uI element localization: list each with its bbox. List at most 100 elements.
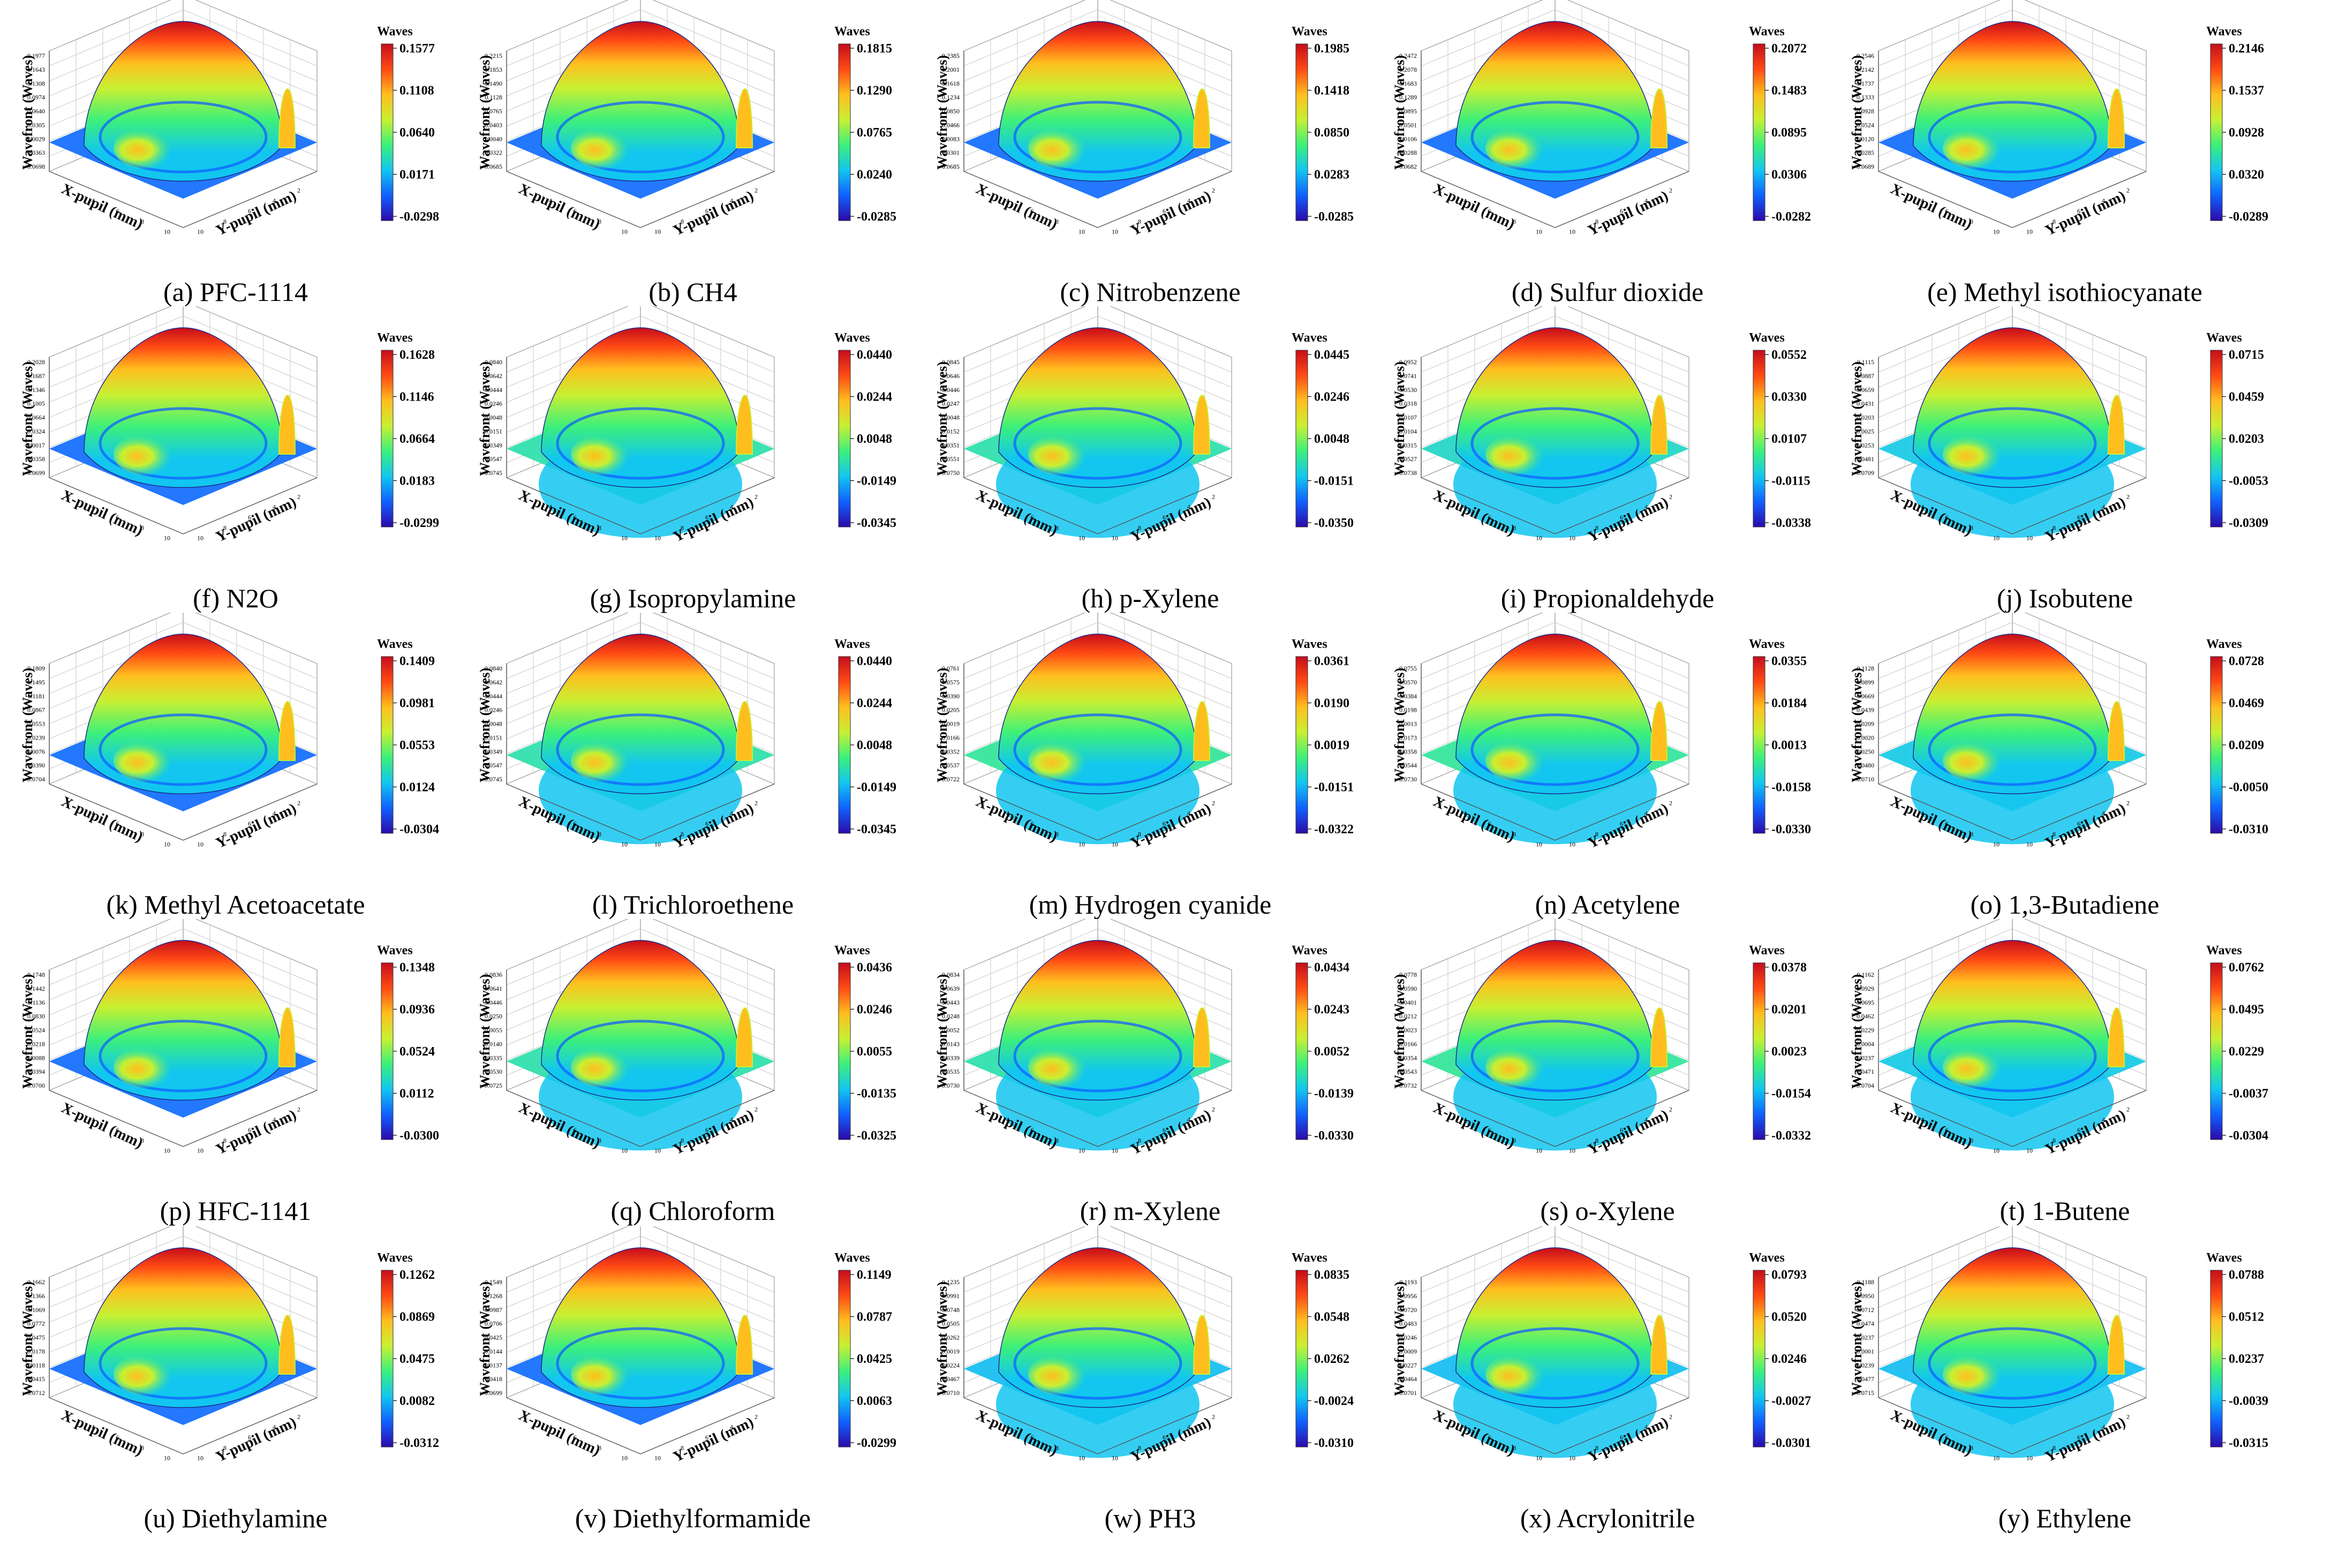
colorbar-tick-label: 0.1628	[399, 348, 435, 362]
z-tick-label: -0.0543	[1397, 1068, 1417, 1075]
z-tick-label: 0.1442	[27, 985, 45, 992]
surface-plot: 0.1748 0.1442 0.1136 0.0830 0.0524 0.0218 -0.0…	[20, 919, 439, 1158]
colorbar-tick-label: 0.0048	[857, 738, 892, 752]
z-tick-label: 0.1115	[1857, 358, 1874, 366]
panel-caption: (h) p-Xylene	[1081, 583, 1219, 613]
x-tick-label: 8	[1970, 217, 1973, 225]
gridline	[1421, 622, 1556, 679]
colorbar-tick-label: 0.0048	[857, 432, 892, 446]
panel-caption: (k) Methyl Acetoacetate	[106, 889, 365, 919]
panel-caption: (t) 1-Butene	[2000, 1196, 2130, 1226]
surface-rim	[99, 1020, 268, 1092]
gridline	[963, 315, 1098, 373]
colorbar-tick-label: 0.0520	[1771, 1310, 1807, 1324]
x-tick-label: 10	[1993, 1454, 2000, 1462]
z-axis-label: Wavefront (Waves)	[934, 361, 950, 476]
z-tick-label: -0.0527	[1397, 455, 1417, 463]
gridline	[1878, 928, 2013, 985]
colorbar-tick-label: -0.0151	[1314, 474, 1354, 488]
chart-panel: 0.1162 0.0929 0.0695 0.0462 0.0229 -0.0004 -0.…	[1836, 919, 2294, 1226]
y-tick-label: 4	[2102, 1423, 2105, 1431]
chart-panel: 0.1809 0.1495 0.1181 0.0867 0.0553 0.0239 -0.0…	[6, 613, 465, 919]
z-tick-label: 0.0755	[1399, 665, 1417, 672]
colorbar-tick-label: 0.1985	[1314, 42, 1349, 56]
y-tick-label: 8	[1595, 217, 1598, 225]
x-tick-label: 4	[1921, 1423, 1924, 1431]
z-tick-label: 0.0475	[27, 1334, 45, 1341]
z-tick-label: 0.0446	[942, 386, 960, 394]
y-axis-label: Y-pupil (mm)	[214, 800, 299, 851]
chart-panel: 0.2215 0.1853 0.1490 0.1128 0.0765 0.0403 0.00…	[464, 0, 922, 307]
x-tick-label: 4	[549, 197, 552, 205]
y-tick-label: 6	[1163, 1126, 1166, 1134]
gridline	[640, 315, 775, 373]
z-tick-label: 0.0439	[1857, 706, 1874, 714]
panel-caption: (d) Sulfur dioxide	[1511, 277, 1704, 307]
colorbar-tick-label: -0.0298	[399, 210, 439, 224]
panel-caption: (x) Acrylonitrile	[1520, 1503, 1695, 1533]
z-tick-label: -0.0710	[1854, 775, 1874, 783]
colorbar-tick-label: 0.0306	[1771, 168, 1807, 182]
gridline	[49, 622, 184, 679]
x-tick-label: 10	[1993, 228, 2000, 236]
y-tick-label: 6	[2077, 1126, 2080, 1134]
colorbar-title: Waves	[834, 944, 870, 958]
z-tick-label: -0.0227	[1397, 1361, 1417, 1369]
surface-lobe	[571, 126, 640, 169]
colorbar-title: Waves	[834, 637, 870, 651]
surface-lobe	[114, 433, 183, 476]
z-tick-label: 0.2215	[485, 52, 502, 59]
gridline	[1555, 9, 1689, 66]
colorbar-tick-label: -0.0285	[857, 210, 896, 224]
y-tick-label: 6	[1163, 514, 1166, 521]
z-axis-label: Wavefront (Waves)	[934, 55, 950, 170]
y-tick-label: 4	[730, 1116, 733, 1124]
z-axis-label: Wavefront (Waves)	[477, 974, 493, 1089]
x-tick-label: 2	[524, 493, 527, 500]
x-tick-label: 8	[1513, 1444, 1516, 1451]
y-tick-label: 6	[248, 1434, 251, 1441]
z-tick-label: 0.0987	[485, 1306, 502, 1314]
z-tick-label: 0.0048	[942, 414, 960, 421]
gridline	[640, 622, 775, 679]
y-tick-label: 4	[2102, 197, 2105, 205]
colorbar-tick-label: 0.0262	[1314, 1352, 1349, 1366]
z-tick-label: -0.0253	[1854, 441, 1874, 449]
colorbar-title: Waves	[2206, 1251, 2242, 1265]
box-edge	[963, 171, 1098, 228]
colorbar-tick-label: 0.0440	[857, 654, 892, 668]
y-tick-label: 2	[297, 1413, 300, 1420]
colorbar-title: Waves	[1292, 944, 1327, 958]
colorbar-tick-label: -0.0301	[1771, 1436, 1811, 1450]
z-tick-label: 0.0083	[942, 135, 960, 142]
z-tick-label: 0.0431	[1857, 400, 1874, 408]
colorbar-tick-label: 0.0440	[857, 348, 892, 362]
z-tick-label: 0.0524	[1857, 121, 1874, 129]
colorbar-tick-label: 0.1262	[399, 1268, 435, 1282]
box-edge	[963, 1090, 1098, 1147]
z-tick-label: 0.1005	[27, 400, 45, 408]
z-tick-label: -0.0464	[1397, 1375, 1417, 1383]
z-tick-label: -0.0140	[482, 1040, 502, 1047]
box-edge	[963, 477, 1098, 534]
x-tick-label: 8	[141, 524, 144, 531]
y-tick-label: 4	[1644, 503, 1648, 511]
z-tick-label: 0.0840	[485, 358, 502, 366]
chart-panel: 0.0761 0.0575 0.0390 0.0205 0.0019 -0.0166 -0.…	[921, 613, 1379, 919]
z-axis-label: Wavefront (Waves)	[20, 361, 35, 476]
z-axis-label: Wavefront (Waves)	[20, 55, 35, 170]
gridline	[2012, 315, 2147, 373]
surface-rim	[1013, 1327, 1182, 1400]
colorbar-title: Waves	[1749, 25, 1785, 39]
y-tick-label: 8	[2053, 217, 2056, 225]
z-tick-label: -0.0335	[482, 1054, 502, 1061]
z-axis-label: Wavefront (Waves)	[477, 361, 493, 476]
colorbar-tick-label: 0.1149	[857, 1268, 892, 1282]
x-tick-label: 6	[574, 207, 577, 215]
surface-lobe	[1485, 1045, 1555, 1088]
z-tick-label: 0.1683	[1399, 80, 1417, 87]
z-tick-label: 0.0205	[942, 706, 960, 714]
y-tick-label: 6	[705, 820, 708, 827]
z-tick-label: 0.1268	[485, 1292, 502, 1300]
x-tick-label: 6	[1488, 1434, 1491, 1441]
